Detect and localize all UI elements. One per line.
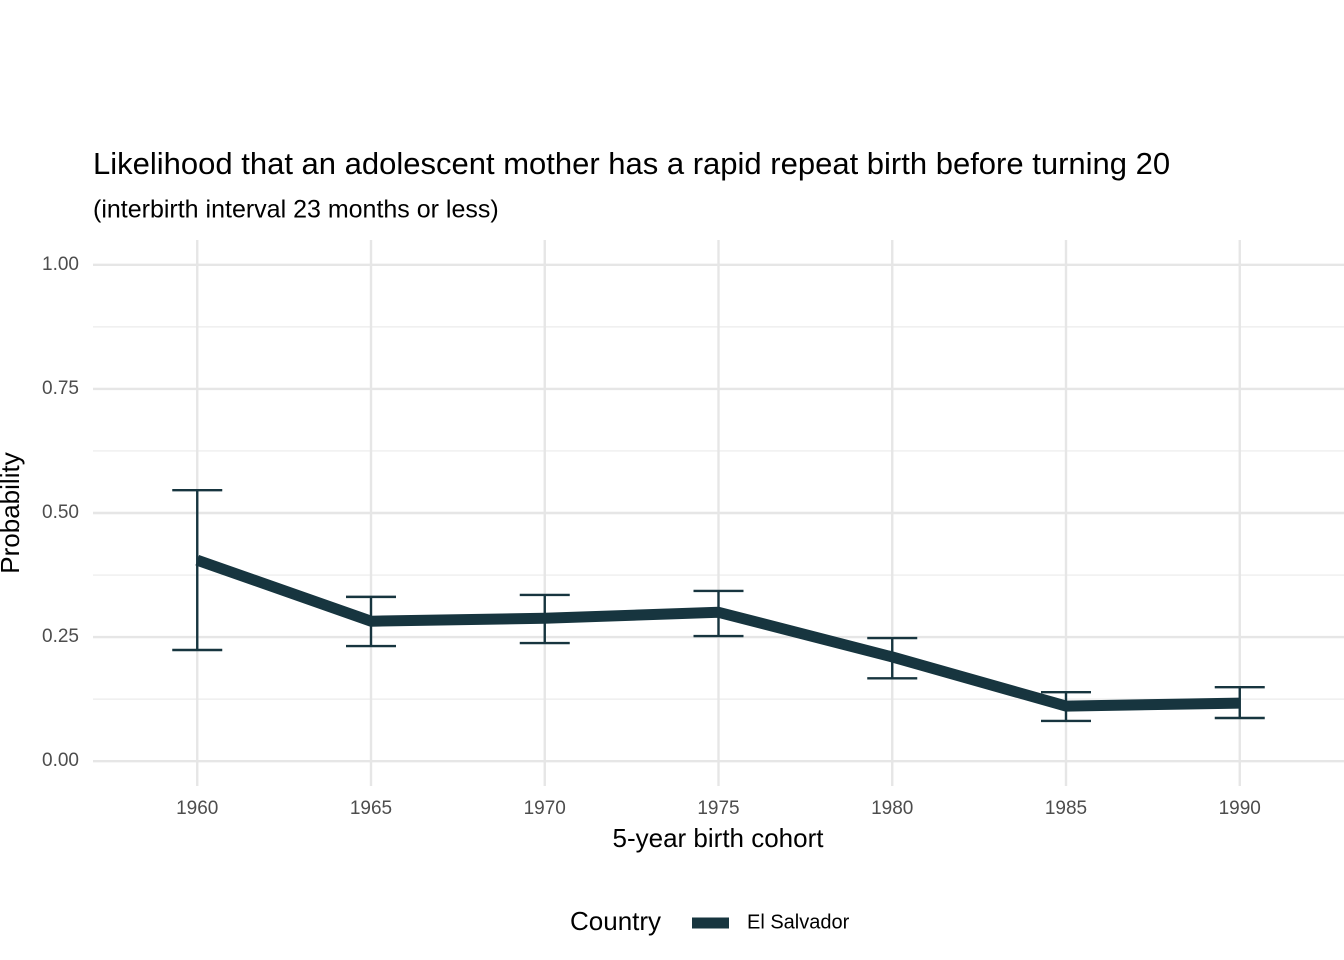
error-bar [1214, 686, 1265, 720]
x-tick-label: 1980 [871, 798, 913, 819]
chart-title: Likelihood that an adolescent mother has… [93, 146, 1170, 181]
x-tick-label: 1965 [350, 798, 392, 819]
legend-label: El Salvador [747, 911, 850, 933]
x-axis-title: 5-year birth cohort [613, 823, 825, 853]
y-tick-label: 0.00 [42, 750, 79, 771]
data-line [195, 554, 1240, 712]
y-tick-label: 0.50 [42, 502, 79, 523]
x-tick-label: 1960 [176, 798, 218, 819]
x-tick-label: 1970 [524, 798, 566, 819]
y-tick-label: 0.25 [42, 626, 79, 647]
x-tick-label: 1985 [1045, 798, 1087, 819]
legend-title: Country [570, 906, 661, 936]
y-tick-label: 1.00 [42, 254, 79, 275]
error-bar [172, 488, 223, 652]
y-axis-title: Probability [0, 452, 25, 573]
x-tick-label: 1975 [697, 798, 739, 819]
y-tick-label: 0.75 [42, 378, 79, 399]
chart-subtitle: (interbirth interval 23 months or less) [93, 196, 499, 224]
x-tick-label: 1990 [1219, 798, 1261, 819]
